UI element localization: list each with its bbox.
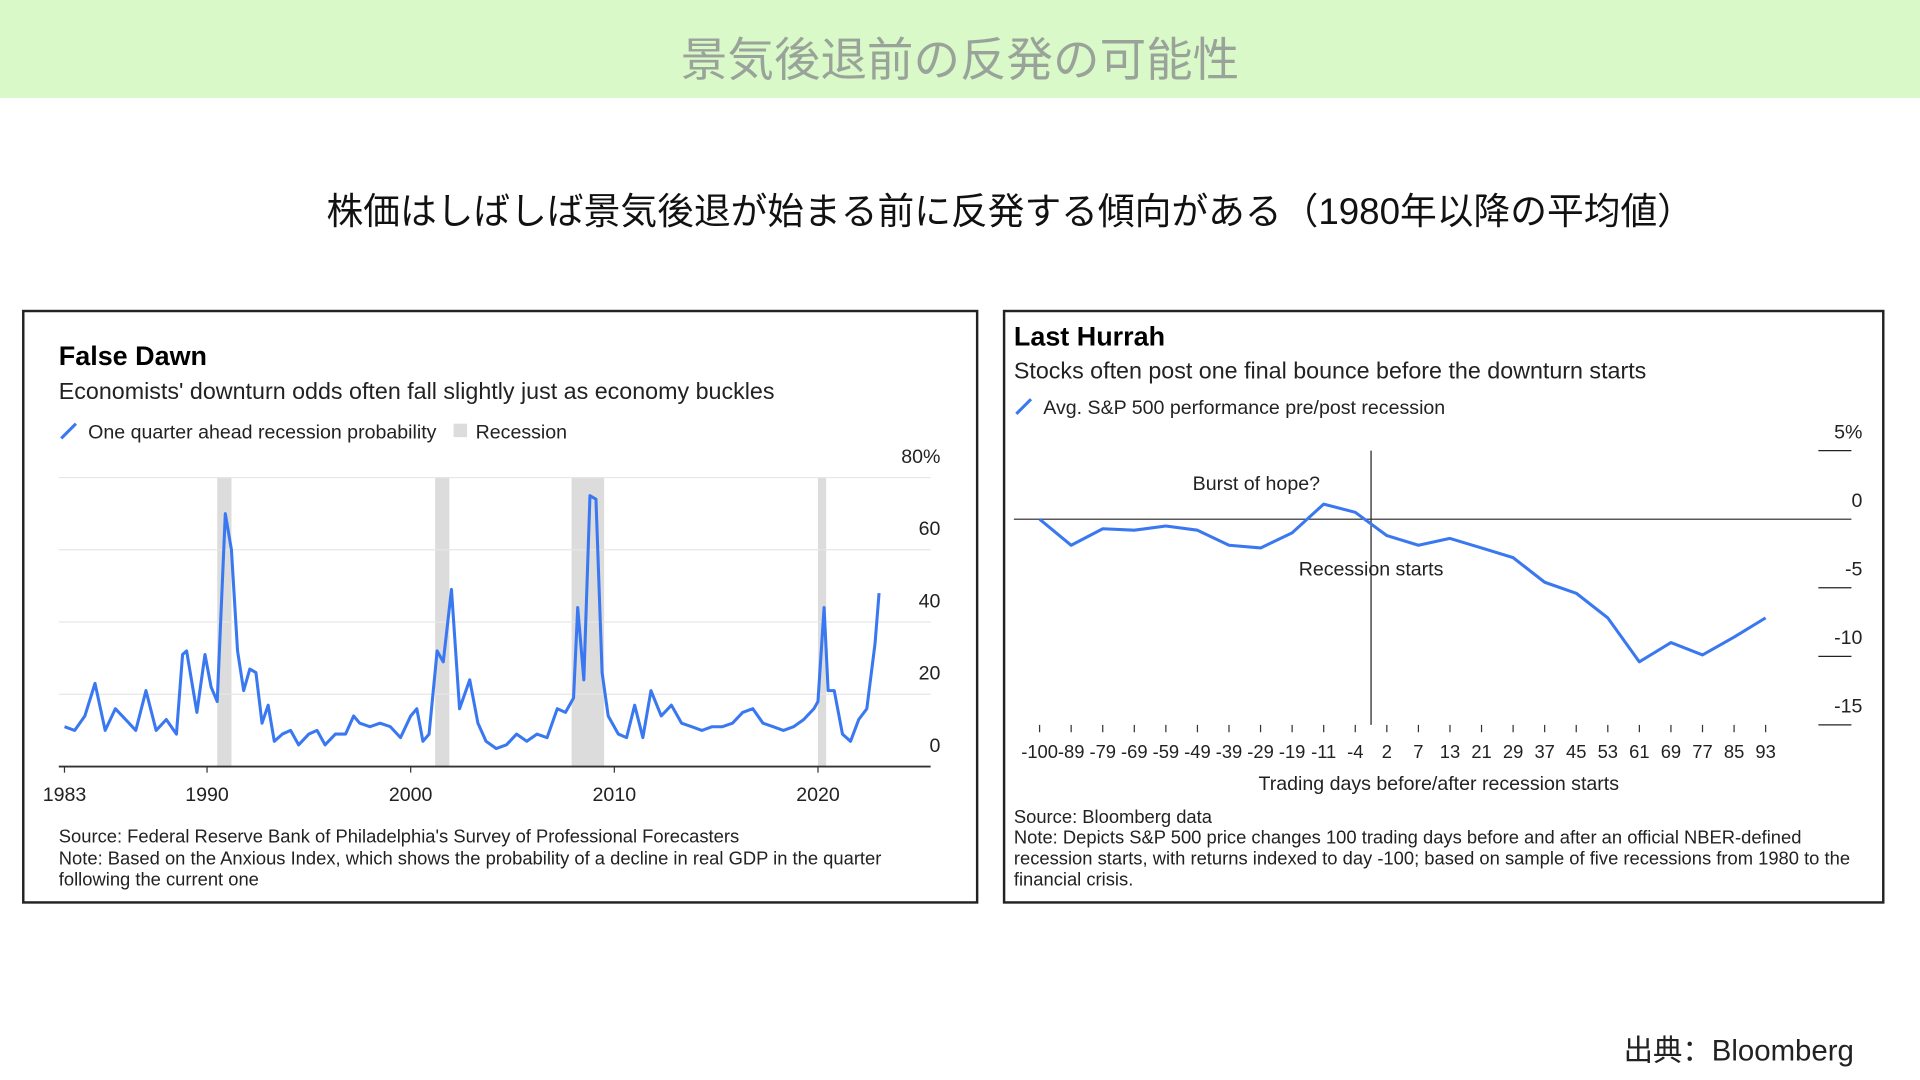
x-tick-label: -89 [1058, 741, 1085, 762]
x-tick-label: 45 [1566, 741, 1586, 762]
y-tick-label: 20 [919, 663, 941, 685]
x-tick-label: 2010 [593, 784, 637, 806]
y-tick-label: 0 [930, 735, 941, 757]
x-tick-label: 69 [1661, 741, 1681, 762]
data-line [64, 494, 881, 751]
x-tick-label: 21 [1471, 741, 1491, 762]
x-tick-label: -49 [1184, 741, 1211, 762]
legend-swatch [1015, 398, 1033, 415]
note: Note: Based on the Anxious Index, which … [58, 848, 882, 891]
x-tick-label: -4 [1347, 741, 1363, 762]
x-tick-label: -29 [1247, 741, 1274, 762]
y-tick-label: -15 [1834, 696, 1862, 718]
x-tick-label: -79 [1089, 741, 1116, 762]
x-tick-label: -100 [1021, 741, 1058, 762]
chart-subtitle: Stocks often post one final bounce befor… [1013, 358, 1647, 385]
y-tick-label: 80% [901, 446, 940, 468]
y-tick-label: 0 [1852, 490, 1863, 512]
x-tick-label: 29 [1503, 741, 1523, 762]
x-tick-label: 7 [1413, 741, 1423, 762]
annotation: Burst of hope? [1193, 473, 1320, 495]
x-tick-label: -11 [1311, 741, 1336, 762]
x-tick-label: -39 [1216, 741, 1243, 762]
x-tick-label: 13 [1440, 741, 1460, 762]
x-tick-label: -19 [1279, 741, 1306, 762]
x-tick-label: 2000 [389, 784, 433, 806]
title-band [0, 0, 1920, 98]
legend-swatch [60, 422, 78, 440]
legend-swatch [453, 423, 468, 438]
slide-subtitle: 株価はしばしば景気後退が始まる前に反発する傾向がある（1980年以降の平均値） [326, 192, 1694, 233]
y-tick-label: 40 [919, 590, 941, 612]
x-tick-label: 2 [1382, 741, 1392, 762]
y-tick-label: 5% [1834, 421, 1862, 443]
credit: 出典：Bloomberg [1623, 1034, 1854, 1068]
chart-title: Last Hurrah [1013, 320, 1166, 352]
data-line [1038, 502, 1767, 664]
x-tick-label: 85 [1724, 741, 1744, 762]
y-tick-label: 60 [919, 518, 941, 540]
slide-title: 景気後退前の反発の可能性 [680, 35, 1240, 87]
x-tick-label: -59 [1153, 741, 1180, 762]
x-tick-label: 77 [1692, 741, 1712, 762]
chart-frame [1002, 309, 1885, 904]
x-tick-label: 53 [1598, 741, 1618, 762]
chart-subtitle: Economists' downturn odds often fall sli… [58, 379, 775, 406]
x-tick-label: 1990 [185, 784, 229, 806]
x-axis-label: Trading days before/after recession star… [1258, 773, 1619, 795]
legend-label: Avg. S&P 500 performance pre/post recess… [1043, 397, 1445, 419]
y-tick-label: -5 [1845, 559, 1863, 581]
chart-title: False Dawn [58, 340, 207, 372]
x-tick-label: 2020 [796, 784, 840, 806]
x-tick-label: 37 [1534, 741, 1554, 762]
y-tick-label: -10 [1834, 627, 1862, 649]
annotation: Recession starts [1299, 559, 1444, 581]
legend-label: One quarter ahead recession probability [88, 421, 436, 443]
source: Source: Federal Reserve Bank of Philadel… [58, 826, 740, 848]
chart-frame [22, 309, 979, 904]
x-tick-label: 93 [1755, 741, 1775, 762]
x-tick-label: -69 [1121, 741, 1148, 762]
legend-label: Recession [476, 421, 567, 443]
x-tick-label: 1983 [43, 784, 87, 806]
x-tick-label: 61 [1629, 741, 1649, 762]
source: Source: Bloomberg data [1013, 806, 1212, 828]
note: Note: Depicts S&P 500 price changes 100 … [1013, 827, 1851, 891]
